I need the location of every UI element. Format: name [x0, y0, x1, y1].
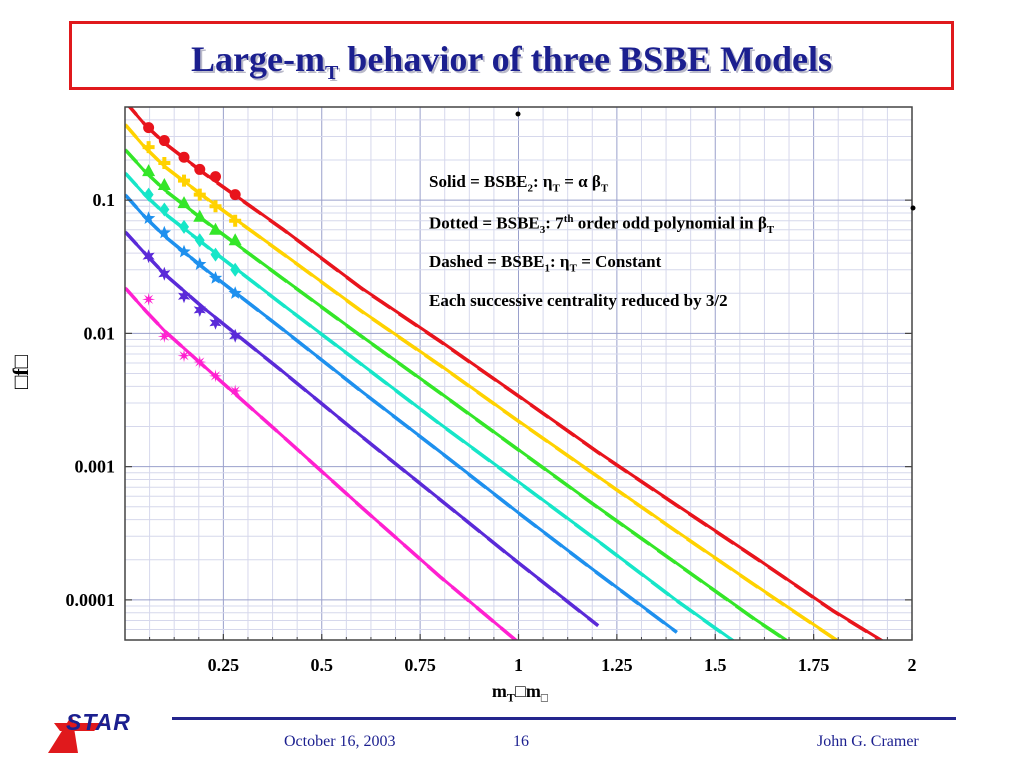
data-point: [194, 163, 206, 175]
data-point: [158, 266, 171, 281]
y-axis-label: □f□: [8, 355, 33, 389]
data-point: [209, 200, 222, 213]
data-point: [157, 177, 171, 190]
slide-title: Large-mT behavior of three BSBE Models: [191, 39, 832, 85]
y-tick-label: 0.001: [75, 457, 116, 477]
x-tick-label: 1.25: [601, 655, 633, 675]
footer-author: John G. Cramer: [817, 733, 919, 750]
axis-ticks: 0.25 0.5 0.75 1 1.25 1.5 1.75 2 0.0001 0.001 0.01 0…: [66, 190, 917, 675]
data-point: [159, 202, 170, 217]
grid: [125, 106, 912, 641]
x-axis-label: mT□m□: [491, 681, 549, 705]
data-point: [193, 257, 207, 270]
x-tick-label: 1.75: [798, 655, 830, 675]
data-point: [193, 302, 206, 317]
series-curve-dashed: [125, 172, 735, 640]
data-point: [143, 187, 154, 202]
data-point: [178, 151, 190, 163]
data-point: [193, 188, 206, 201]
data-point: [193, 355, 207, 369]
title-box: Large-mT behavior of three BSBE Models: [69, 21, 954, 90]
x-tick-label: 0.25: [208, 655, 240, 675]
data-point: [142, 141, 155, 154]
data-point: [209, 222, 223, 235]
stray-dot: [515, 111, 521, 117]
data-point: [209, 369, 222, 383]
legend-dashed: Dashed = BSBE1: ηT = Constant: [429, 252, 662, 275]
data-point: [228, 384, 242, 398]
data-point: [177, 349, 191, 363]
legend-solid: Solid = BSBE2: ηT = α βT: [429, 172, 609, 195]
data-point: [143, 122, 155, 134]
data-point: [177, 196, 191, 209]
data-point: [178, 174, 191, 187]
data-point: [229, 328, 242, 343]
data-point: [228, 286, 242, 299]
x-tick-label: 0.5: [311, 655, 334, 675]
legend-note: Each successive centrality reduced by 3/…: [429, 290, 728, 310]
data-point: [209, 315, 222, 330]
data-point: [157, 329, 171, 343]
y-tick-label: 0.1: [93, 190, 116, 210]
data-point: [158, 156, 171, 169]
data-point: [157, 225, 171, 239]
series-curve-dashed: [125, 149, 789, 640]
footer-page-number: 16: [513, 733, 529, 750]
series-curve-dashed: [125, 287, 519, 640]
data-point: [230, 262, 241, 277]
data-markers: [142, 122, 242, 398]
data-point: [210, 171, 222, 183]
data-point: [229, 214, 242, 227]
legend-dotted: Dotted = BSBE3: 7th order odd polynomial…: [429, 213, 775, 237]
stray-dot: [910, 205, 916, 211]
series-curve-dashed: [125, 231, 600, 628]
series-curve-dashed: [125, 124, 840, 640]
x-tick-label: 1.5: [704, 655, 727, 675]
legend: Solid = BSBE2: ηT = α βT Dotted = BSBE3:…: [429, 166, 774, 316]
data-point: [210, 247, 221, 262]
x-tick-label: 1: [514, 655, 523, 675]
data-point: [158, 135, 170, 147]
x-tick-label: 2: [908, 655, 917, 675]
data-point: [194, 233, 205, 248]
series-curve-dashed: [125, 194, 678, 634]
star-logo-icon: [48, 715, 104, 753]
data-point: [142, 292, 156, 306]
data-point: [178, 289, 191, 304]
footer-rule: [172, 717, 956, 720]
data-point: [179, 219, 190, 234]
y-tick-label: 0.01: [84, 323, 116, 343]
data-point: [142, 211, 156, 224]
footer-date: October 16, 2003: [284, 733, 396, 750]
y-tick-label: 0.0001: [66, 590, 116, 610]
data-point: [228, 233, 242, 246]
series-curve-dashed: [127, 107, 884, 640]
logo-text: STAR: [66, 709, 131, 735]
data-point: [142, 164, 156, 177]
data-point: [193, 209, 207, 222]
data-point: [229, 189, 241, 201]
x-tick-label: 0.75: [404, 655, 436, 675]
data-point: [177, 244, 191, 258]
data-point: [208, 271, 223, 284]
data-point: [142, 249, 155, 264]
